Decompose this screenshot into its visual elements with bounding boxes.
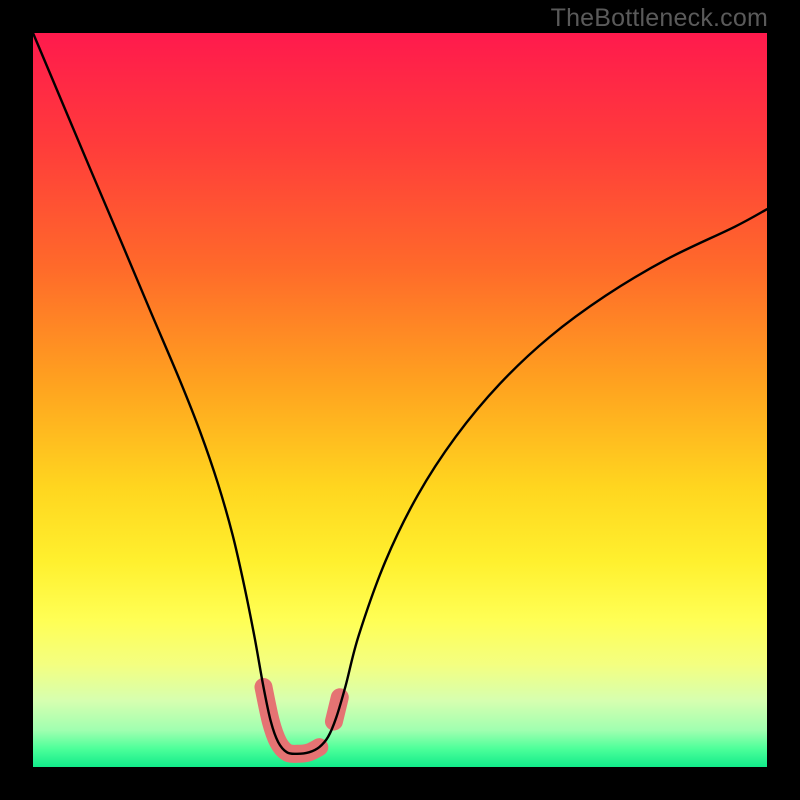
figure-root: TheBottleneck.com	[0, 0, 800, 800]
watermark-text: TheBottleneck.com	[551, 4, 768, 33]
bottleneck-curve	[33, 33, 767, 754]
highlight-segment	[263, 687, 319, 754]
curve-layer	[0, 0, 800, 800]
